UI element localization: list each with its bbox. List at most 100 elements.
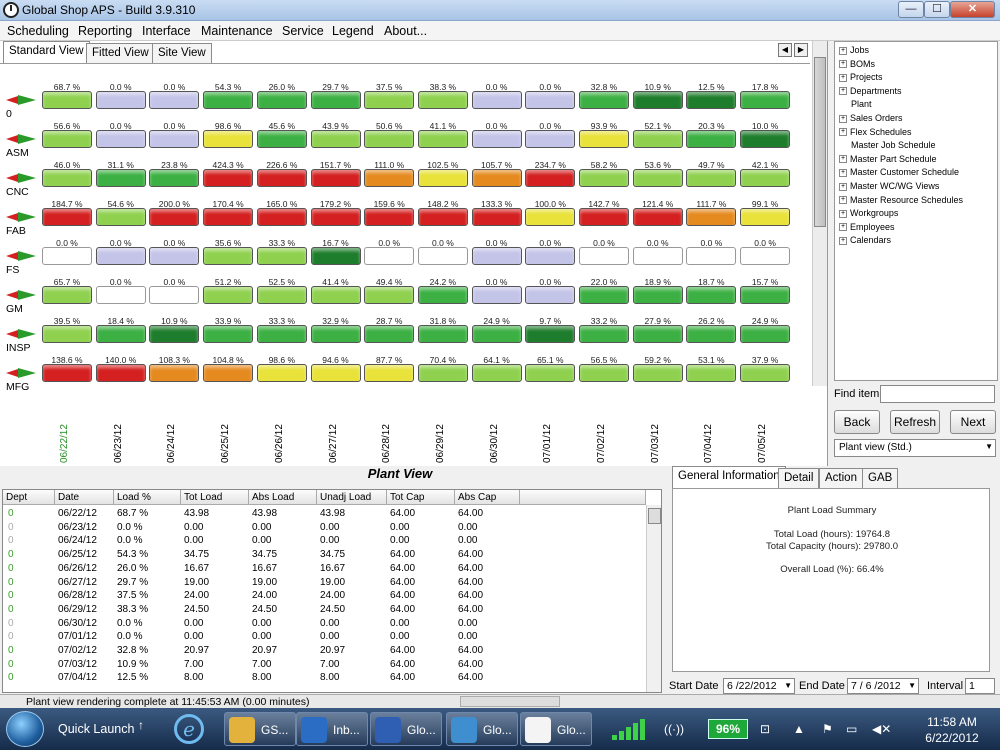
column-header[interactable]: Date <box>55 490 114 505</box>
taskbar-button[interactable]: Inb... <box>296 712 368 746</box>
load-cell[interactable] <box>740 91 791 109</box>
menu-scheduling[interactable]: Scheduling <box>7 24 69 38</box>
scroll-thumb[interactable] <box>814 57 826 227</box>
tab-site-view[interactable]: Site View <box>152 43 212 63</box>
column-header[interactable]: Dept <box>3 490 55 505</box>
load-cell[interactable] <box>632 364 683 382</box>
load-cell[interactable] <box>686 247 737 265</box>
date-column-label[interactable]: 07/04/12 <box>703 424 715 463</box>
maximize-button[interactable]: ☐ <box>924 1 950 18</box>
expand-plus-icon[interactable]: + <box>839 223 847 232</box>
load-cell[interactable] <box>256 130 307 148</box>
tab-standard-view[interactable]: Standard View <box>3 41 90 63</box>
scroll-thumb[interactable] <box>648 508 661 524</box>
load-cell[interactable] <box>364 247 415 265</box>
expand-plus-icon[interactable]: + <box>839 196 847 205</box>
load-cell[interactable] <box>579 364 629 382</box>
menu-maintenance[interactable]: Maintenance <box>201 24 273 38</box>
load-cell[interactable] <box>149 286 200 304</box>
load-cell[interactable] <box>579 286 629 304</box>
system-clock[interactable]: 11:58 AM 6/22/2012 <box>912 714 992 746</box>
tree-node[interactable]: Plant <box>839 99 872 109</box>
load-cell[interactable] <box>632 325 683 343</box>
column-header[interactable]: Tot Cap <box>387 490 455 505</box>
load-cell[interactable] <box>42 247 92 265</box>
refresh-button[interactable]: Refresh <box>890 410 940 434</box>
load-cell[interactable] <box>525 247 576 265</box>
load-cell[interactable] <box>364 208 415 226</box>
load-cell[interactable] <box>42 130 92 148</box>
load-cell[interactable] <box>525 286 576 304</box>
load-cell[interactable] <box>417 286 468 304</box>
load-cell[interactable] <box>632 130 683 148</box>
load-cell[interactable] <box>525 130 576 148</box>
load-cell[interactable] <box>256 208 307 226</box>
dept-flag-icon[interactable] <box>6 251 36 261</box>
tab-fitted-view[interactable]: Fitted View <box>86 43 155 63</box>
load-cell[interactable] <box>579 247 629 265</box>
date-column-label[interactable]: 06/30/12 <box>488 424 500 463</box>
load-cell[interactable] <box>256 364 307 382</box>
load-cell[interactable] <box>95 208 146 226</box>
expand-plus-icon[interactable]: + <box>839 155 847 164</box>
tree-node[interactable]: + Departments <box>839 86 902 96</box>
load-cell[interactable] <box>686 286 737 304</box>
interval-input[interactable]: 1 <box>965 678 995 694</box>
load-cell[interactable] <box>417 208 468 226</box>
load-cell[interactable] <box>42 325 92 343</box>
load-cell[interactable] <box>42 91 92 109</box>
load-cell[interactable] <box>417 91 468 109</box>
expand-plus-icon[interactable]: + <box>839 46 847 55</box>
load-cell[interactable] <box>579 325 629 343</box>
load-cell[interactable] <box>310 169 361 187</box>
load-cell[interactable] <box>525 325 576 343</box>
load-cell[interactable] <box>632 91 683 109</box>
load-cell[interactable] <box>686 169 737 187</box>
load-cell[interactable] <box>364 91 415 109</box>
load-cell[interactable] <box>740 325 791 343</box>
load-cell[interactable] <box>632 169 683 187</box>
date-column-label[interactable]: 06/26/12 <box>273 424 285 463</box>
date-column-label[interactable]: 07/03/12 <box>649 424 661 463</box>
tree-node[interactable]: + Flex Schedules <box>839 127 912 137</box>
end-date-picker[interactable]: 7 / 6 /2012 ▼ <box>847 678 919 694</box>
load-cell[interactable] <box>740 247 791 265</box>
expand-plus-icon[interactable]: + <box>839 237 847 246</box>
load-cell[interactable] <box>310 130 361 148</box>
display-icon[interactable]: ▭ <box>846 722 858 736</box>
date-column-label[interactable]: 06/28/12 <box>381 424 393 463</box>
load-cell[interactable] <box>310 91 361 109</box>
date-column-label[interactable]: 06/23/12 <box>112 424 124 463</box>
load-cell[interactable] <box>525 208 576 226</box>
minimize-button[interactable]: — <box>898 1 924 18</box>
load-cell[interactable] <box>203 208 254 226</box>
load-cell[interactable] <box>256 91 307 109</box>
load-cell[interactable] <box>686 130 737 148</box>
tree-node[interactable]: + Employees <box>839 222 895 232</box>
load-cell[interactable] <box>579 208 629 226</box>
taskbar-button[interactable]: GS... <box>224 712 296 746</box>
load-cell[interactable] <box>149 208 200 226</box>
dept-flag-icon[interactable] <box>6 173 36 183</box>
taskbar-button[interactable]: Glo... <box>520 712 592 746</box>
load-cell[interactable] <box>256 286 307 304</box>
tree-node[interactable]: + BOMs <box>839 59 875 69</box>
load-cell[interactable] <box>256 169 307 187</box>
load-cell[interactable] <box>364 286 415 304</box>
load-cell[interactable] <box>310 286 361 304</box>
load-cell[interactable] <box>95 364 146 382</box>
dept-flag-icon[interactable] <box>6 212 36 222</box>
load-cell[interactable] <box>471 91 522 109</box>
load-cell[interactable] <box>471 130 522 148</box>
expand-plus-icon[interactable]: + <box>839 87 847 96</box>
action-center-flag-icon[interactable]: ⚑ <box>822 722 833 736</box>
date-column-label[interactable]: 06/27/12 <box>327 424 339 463</box>
tree-node[interactable]: Master Job Schedule <box>839 140 936 150</box>
load-cell[interactable] <box>740 130 791 148</box>
menu-service[interactable]: Service <box>282 24 324 38</box>
load-cell[interactable] <box>95 169 146 187</box>
load-cell[interactable] <box>42 364 92 382</box>
load-cell[interactable] <box>471 286 522 304</box>
dept-flag-icon[interactable] <box>6 290 36 300</box>
expand-plus-icon[interactable]: + <box>839 182 847 191</box>
